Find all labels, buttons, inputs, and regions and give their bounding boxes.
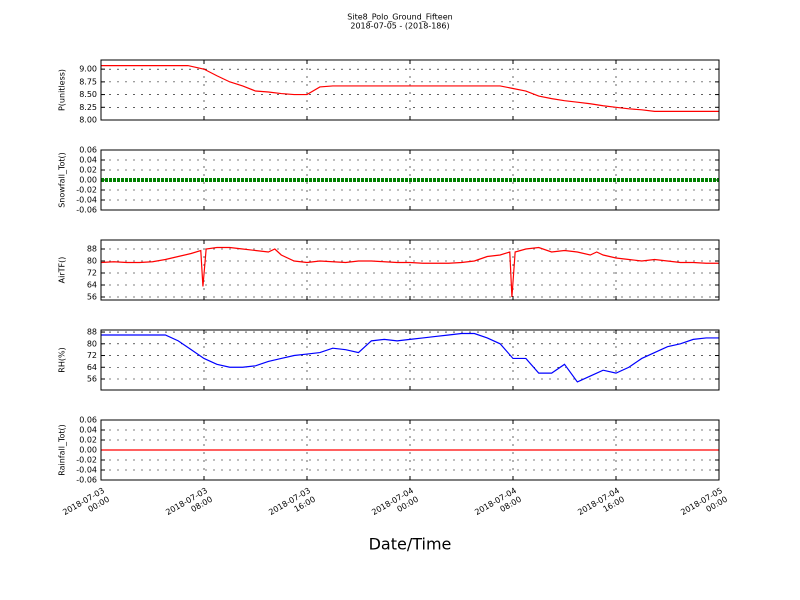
y-tick-label: 0.00 — [79, 176, 97, 185]
chart-title: Site8_Polo_Ground_Fifteen — [347, 13, 452, 22]
y-axis-label: Snowfall_Tot() — [58, 152, 67, 208]
y-tick-label: 0.06 — [79, 146, 97, 155]
y-tick-label: -0.04 — [76, 466, 97, 475]
y-tick-label: -0.04 — [76, 196, 97, 205]
y-tick-label: 88 — [87, 245, 97, 254]
y-tick-label: 0.06 — [79, 416, 97, 425]
y-tick-label: -0.02 — [76, 456, 97, 465]
y-tick-label: -0.06 — [76, 476, 97, 485]
y-tick-label: 0.04 — [79, 156, 97, 165]
y-tick-label: 0.04 — [79, 426, 97, 435]
y-tick-label: 64 — [87, 363, 97, 372]
y-tick-label: 0.00 — [79, 446, 97, 455]
y-tick-label: 64 — [87, 281, 97, 290]
y-tick-label: 80 — [87, 339, 97, 348]
y-tick-label: 8.75 — [79, 77, 97, 86]
data-line — [100, 246, 719, 298]
plot-frame — [100, 149, 720, 211]
y-tick-label: 72 — [87, 269, 97, 278]
plot-frame — [100, 419, 720, 481]
y-tick-label: 0.02 — [79, 166, 97, 175]
y-tick-label: 88 — [87, 328, 97, 337]
plot-frame — [100, 239, 720, 301]
data-line — [101, 332, 719, 383]
data-line — [101, 64, 719, 112]
y-tick-label: 0.02 — [79, 436, 97, 445]
x-axis-label: Date/Time — [369, 535, 452, 554]
y-tick-label: 8.00 — [79, 116, 97, 125]
y-tick-label: -0.02 — [76, 186, 97, 195]
y-axis-label: Rainfall_Tot() — [58, 424, 67, 476]
y-tick-label: 56 — [87, 374, 97, 383]
y-tick-label: 80 — [87, 257, 97, 266]
y-tick-label: 72 — [87, 351, 97, 360]
y-tick-label: 8.25 — [79, 103, 97, 112]
y-tick-label: 56 — [87, 293, 97, 302]
plot-frame — [100, 59, 720, 121]
y-tick-label: 8.50 — [79, 90, 97, 99]
y-axis-label: AirTF() — [58, 257, 67, 284]
y-tick-label: -0.06 — [76, 206, 97, 215]
y-axis-label: P(unitless) — [58, 69, 67, 111]
plot-frame — [100, 329, 720, 391]
chart-subtitle: 2018-07-05 - (2018-186) — [350, 22, 449, 31]
y-axis-label: RH(%) — [58, 347, 67, 372]
y-tick-label: 9.00 — [79, 65, 97, 74]
